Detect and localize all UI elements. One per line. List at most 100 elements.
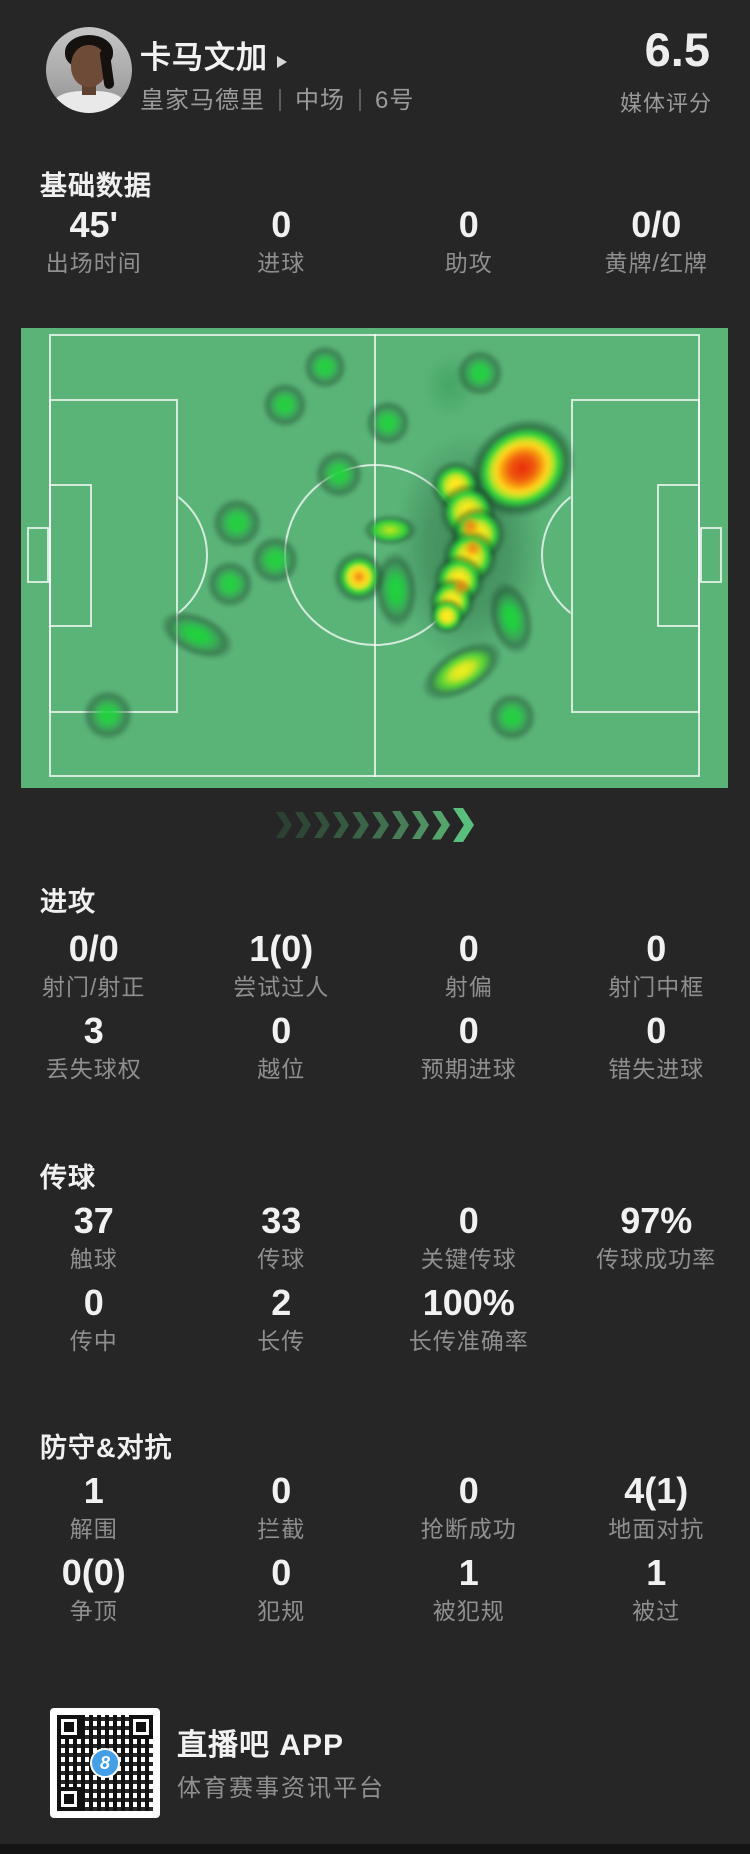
shirt-number: 6号 <box>375 87 415 114</box>
stat-value: 0 <box>458 1470 479 1511</box>
stat-cell: 2 长传 <box>188 1280 376 1358</box>
stat-value: 0 <box>271 204 292 245</box>
stat-row: 37 触球 33 传球 0 关键传球 97% 传球成功率 <box>0 1198 750 1276</box>
stat-label: 地面对抗 <box>608 1516 705 1542</box>
player-avatar[interactable] <box>46 27 132 113</box>
stat-label: 传中 <box>69 1328 118 1354</box>
stat-row: 0 传中 2 长传 100% 长传准确率 <box>0 1280 750 1358</box>
chevron-icon <box>453 808 474 842</box>
goal-box-left <box>49 484 92 627</box>
stat-cell: 0(0) 争顶 <box>0 1550 188 1628</box>
chevron-icon <box>412 811 429 839</box>
chevron-icon <box>372 811 389 839</box>
stat-label: 犯规 <box>257 1598 306 1624</box>
qr-pattern: 8 <box>57 1715 153 1811</box>
stat-value: 0 <box>271 1010 292 1051</box>
team-name: 皇家马德里 <box>140 87 265 114</box>
chevron-strip <box>0 802 750 848</box>
stat-label: 拦截 <box>257 1516 306 1542</box>
qr-finder-icon <box>129 1715 153 1739</box>
stat-row: 0/0 射门/射正 1(0) 尝试过人 0 射偏 0 射门中框 <box>0 926 750 1004</box>
stat-cell: 45' 出场时间 <box>0 202 188 280</box>
qr-badge-text: 8 <box>99 1752 110 1773</box>
stat-cell: 0 射门中框 <box>563 926 750 1004</box>
chevron-icon <box>392 811 409 839</box>
expand-arrow-icon <box>277 56 287 68</box>
section-title-passing: 传球 <box>40 1163 96 1193</box>
heat-blob <box>427 596 467 636</box>
stat-cell: 0 抢断成功 <box>375 1468 563 1546</box>
stat-label: 传球 <box>257 1246 306 1272</box>
qr-code: 8 <box>50 1708 160 1818</box>
stat-value: 0/0 <box>631 204 682 245</box>
heatmap-pitch <box>21 328 728 788</box>
stat-label: 争顶 <box>69 1598 118 1624</box>
stat-cell: 0 错失进球 <box>563 1008 750 1086</box>
stat-value: 1 <box>458 1552 479 1593</box>
stat-label: 射偏 <box>444 974 493 1000</box>
stat-cell: 1 被犯规 <box>375 1550 563 1628</box>
stat-label: 长传 <box>257 1328 306 1354</box>
stat-cell: 0 助攻 <box>375 202 563 280</box>
heat-blob <box>360 395 416 451</box>
stat-cell: 0 传中 <box>0 1280 188 1358</box>
stat-cell: 33 传球 <box>188 1198 376 1276</box>
stat-label: 解围 <box>69 1516 118 1542</box>
player-name-row[interactable]: 卡马文加 <box>140 32 287 77</box>
media-rating-value: 6.5 <box>644 23 710 76</box>
stat-cell: 1 解围 <box>0 1468 188 1546</box>
subtitle-divider <box>359 89 361 111</box>
stat-cell: 3 丢失球权 <box>0 1008 188 1086</box>
media-rating-label: 媒体评分 <box>619 91 712 116</box>
stat-cell: 0 越位 <box>188 1008 376 1086</box>
player-subtitle: 皇家马德里 中场 6号 <box>140 80 414 115</box>
stat-label: 长传准确率 <box>408 1328 529 1354</box>
stat-row: 45' 出场时间 0 进球 0 助攻 0/0 黄牌/红牌 <box>0 202 750 280</box>
heat-blob <box>77 684 139 746</box>
section-title-defense: 防守&对抗 <box>40 1433 173 1463</box>
heat-blob <box>201 555 259 613</box>
goal-box-right <box>657 484 700 627</box>
stat-label: 进球 <box>257 250 306 276</box>
stat-value: 1(0) <box>249 928 314 969</box>
stat-cell: 0 犯规 <box>188 1550 376 1628</box>
stat-value: 0 <box>646 928 667 969</box>
bottom-edge-bar <box>0 1844 750 1854</box>
avatar-jersey <box>54 91 124 113</box>
chevron-icon <box>314 812 330 838</box>
stat-value: 0 <box>646 1010 667 1051</box>
stat-cell-empty <box>563 1280 750 1358</box>
stat-value: 0 <box>458 204 479 245</box>
stat-cell: 0 射偏 <box>375 926 563 1004</box>
goal-right <box>700 527 722 583</box>
stat-label: 射门中框 <box>608 974 705 1000</box>
stat-row: 0(0) 争顶 0 犯规 1 被犯规 1 被过 <box>0 1550 750 1628</box>
stat-label: 抢断成功 <box>420 1516 517 1542</box>
heat-blob <box>449 575 473 599</box>
stat-cell: 4(1) 地面对抗 <box>563 1468 750 1546</box>
stats-basic: 45' 出场时间 0 进球 0 助攻 0/0 黄牌/红牌 <box>0 202 750 284</box>
stat-value: 0 <box>271 1552 292 1593</box>
stats-attack: 0/0 射门/射正 1(0) 尝试过人 0 射偏 0 射门中框 3 丢失球权 0 越位 0 预期进球 0 错失… <box>0 926 750 1090</box>
stat-cell: 0 预期进球 <box>375 1008 563 1086</box>
player-position: 中场 <box>295 87 345 114</box>
goal-left <box>27 527 49 583</box>
stat-value: 3 <box>83 1010 104 1051</box>
stat-value: 33 <box>261 1200 302 1241</box>
stat-value: 0 <box>458 1200 479 1241</box>
stat-label: 黄牌/红牌 <box>604 250 708 276</box>
heat-blob <box>451 344 509 402</box>
stat-label: 关键传球 <box>420 1246 517 1272</box>
section-title-basic: 基础数据 <box>40 171 152 201</box>
stat-cell: 1 被过 <box>563 1550 750 1628</box>
stat-label: 被过 <box>632 1598 681 1624</box>
stat-value: 0(0) <box>61 1552 126 1593</box>
qr-finder-icon <box>57 1715 81 1739</box>
stat-label: 助攻 <box>444 250 493 276</box>
stats-passing: 37 触球 33 传球 0 关键传球 97% 传球成功率 0 传中 2 长传 100% 长传准确率 <box>0 1198 750 1362</box>
stat-value: 0/0 <box>68 928 119 969</box>
stat-label: 传球成功率 <box>596 1246 717 1272</box>
stat-label: 丢失球权 <box>45 1056 142 1082</box>
heat-blob <box>309 444 369 504</box>
